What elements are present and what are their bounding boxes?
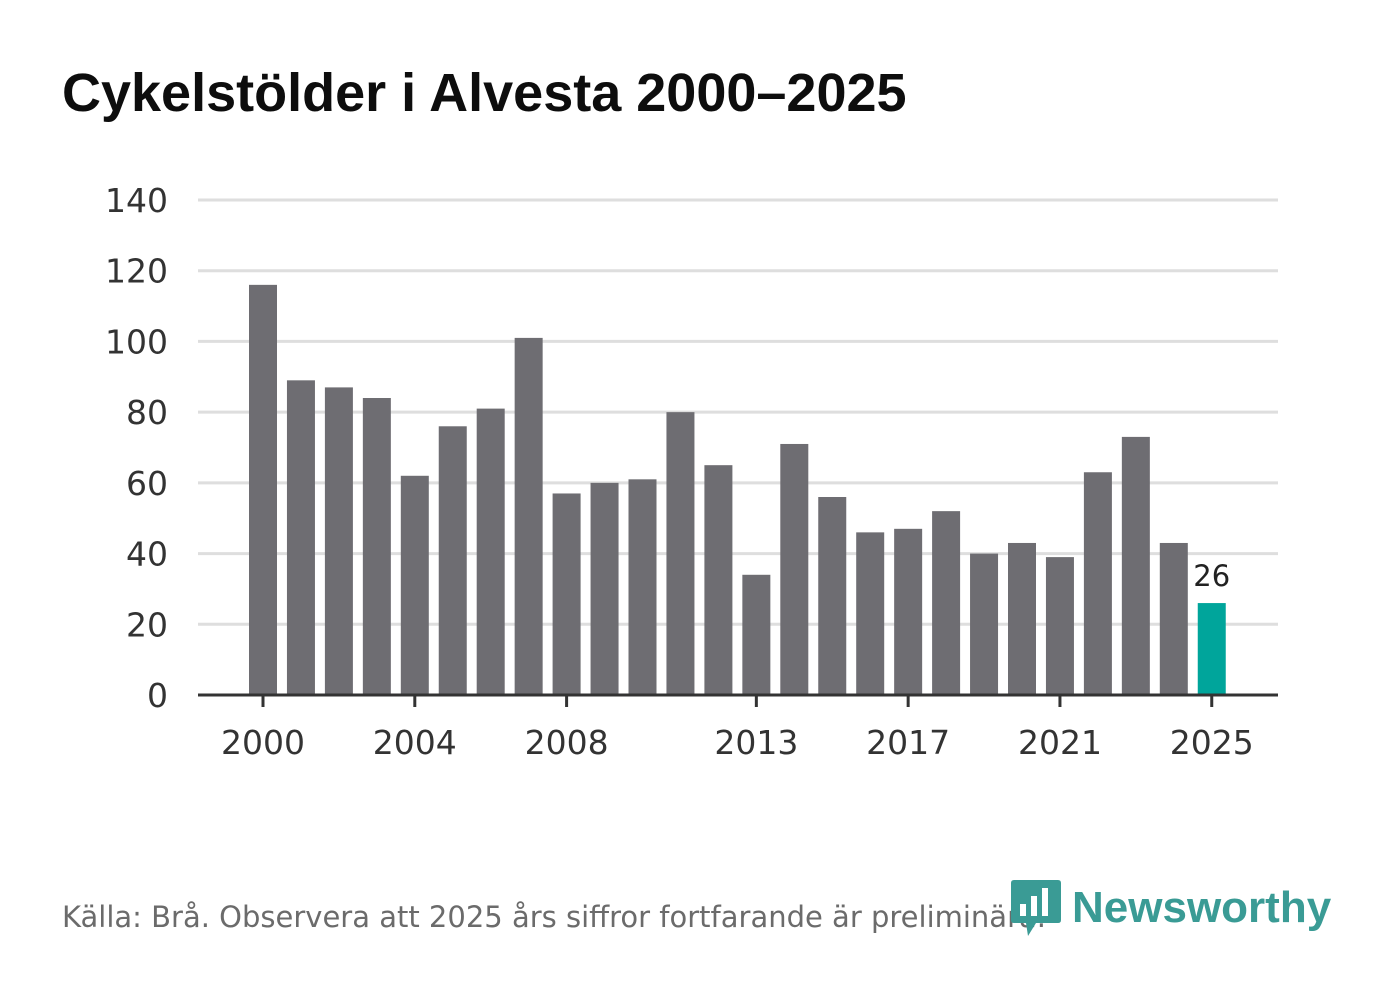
newsworthy-logo-icon bbox=[1011, 880, 1061, 936]
bar-2002 bbox=[324, 387, 353, 695]
y-tick-label: 140 bbox=[105, 181, 168, 220]
bar-2013 bbox=[742, 574, 771, 695]
bar-2017 bbox=[894, 528, 923, 695]
bar-2009 bbox=[590, 482, 619, 695]
bar-2019 bbox=[970, 553, 999, 695]
bar-2023 bbox=[1121, 436, 1150, 695]
x-tick-label: 2021 bbox=[1018, 723, 1102, 762]
grid-lines bbox=[198, 198, 1278, 626]
bar-2006 bbox=[476, 408, 505, 695]
bar-2012 bbox=[704, 465, 733, 695]
bars bbox=[249, 284, 1226, 695]
data-labels: 26 bbox=[1193, 559, 1230, 593]
y-tick-label: 80 bbox=[126, 393, 168, 432]
x-axis-ticks: 2000 2004 2008 2013 2017 2021 2025 bbox=[221, 695, 1254, 762]
bar-2016 bbox=[856, 532, 885, 695]
x-tick-label: 2000 bbox=[221, 723, 305, 762]
bar-2007 bbox=[514, 337, 543, 695]
brand-name: Newsworthy bbox=[1072, 883, 1332, 932]
bar-2020 bbox=[1008, 542, 1036, 695]
bar-2014 bbox=[780, 443, 809, 695]
source-note: Källa: Brå. Observera att 2025 års siffr… bbox=[62, 900, 1046, 934]
x-tick-label: 2025 bbox=[1170, 723, 1254, 762]
chart-title: Cykelstölder i Alvesta 2000–2025 bbox=[62, 63, 907, 123]
bar-2000 bbox=[249, 284, 277, 695]
y-tick-label: 20 bbox=[126, 605, 168, 644]
bar-2008 bbox=[552, 493, 581, 695]
data-label-2025: 26 bbox=[1193, 559, 1230, 593]
bar-2024 bbox=[1159, 542, 1188, 695]
bar-2025 bbox=[1197, 603, 1226, 695]
y-tick-label: 100 bbox=[105, 322, 168, 361]
x-tick-label: 2017 bbox=[866, 723, 950, 762]
y-tick-label: 60 bbox=[126, 464, 168, 503]
bar-2021 bbox=[1045, 557, 1074, 695]
bar-2003 bbox=[362, 398, 391, 695]
brand-logo[interactable]: Newsworthy bbox=[1010, 878, 1331, 938]
bar-2004 bbox=[400, 475, 429, 695]
bar-2022 bbox=[1083, 472, 1112, 695]
y-tick-label: 0 bbox=[147, 676, 168, 715]
bar-2018 bbox=[932, 511, 961, 695]
y-axis-ticks: 0 20 40 60 80 100 120 140 bbox=[105, 181, 168, 715]
bar-2015 bbox=[818, 497, 847, 695]
y-tick-label: 40 bbox=[126, 535, 168, 574]
bar-2001 bbox=[286, 380, 315, 695]
bar-2010 bbox=[628, 479, 657, 695]
bar-2011 bbox=[666, 412, 695, 695]
x-tick-label: 2013 bbox=[714, 723, 798, 762]
y-tick-label: 120 bbox=[105, 252, 168, 291]
bar-2005 bbox=[438, 426, 467, 695]
x-tick-label: 2008 bbox=[525, 723, 609, 762]
x-tick-label: 2004 bbox=[373, 723, 457, 762]
